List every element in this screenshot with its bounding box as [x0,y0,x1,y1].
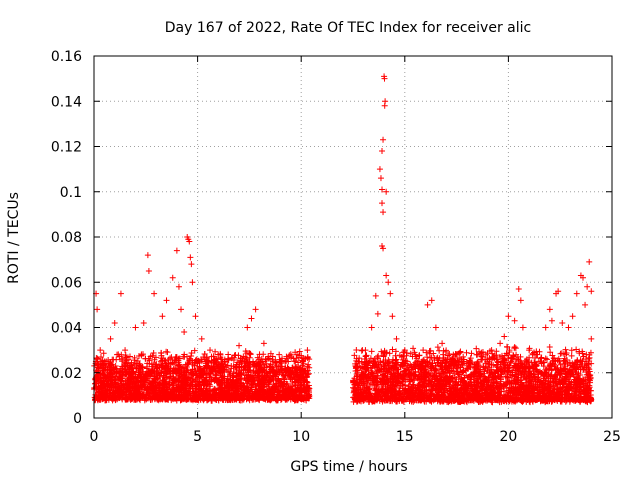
data-point [171,380,178,387]
data-point [100,350,107,357]
data-point [375,352,382,359]
data-point [188,353,195,360]
data-point [296,348,303,355]
data-point [120,372,127,379]
data-point [96,365,103,372]
data-point [247,350,254,357]
data-point [546,343,553,350]
data-point [188,349,195,356]
data-point [260,361,267,368]
data-point [275,375,282,382]
data-point [217,370,224,377]
data-point [212,356,219,363]
data-point [265,383,272,390]
data-point [248,381,255,388]
data-point [174,386,181,393]
data-point [279,371,286,378]
data-point [238,360,245,367]
data-point [191,347,198,354]
data-point [463,349,470,356]
data-point [434,344,441,351]
data-point [167,355,174,362]
data-point [358,347,365,354]
data-point [107,370,114,377]
data-point [468,350,475,357]
chart-title: Day 167 of 2022, Rate Of TEC Index for r… [165,20,531,36]
grid-layer [94,56,612,418]
data-point [171,361,178,368]
data-point [146,357,153,364]
data-point [93,377,100,384]
data-point [386,350,393,357]
data-point [163,348,170,355]
data-point [538,354,545,361]
data-point [242,348,249,355]
data-point [133,360,140,367]
data-point [186,358,193,365]
data-point [473,345,480,352]
data-point [258,355,265,362]
data-point [197,396,204,403]
data-point [203,362,210,369]
data-point [436,347,443,354]
data-point [150,349,157,356]
data-point [240,370,247,377]
data-point [368,348,375,355]
data-point [212,348,219,355]
data-point [144,360,151,367]
data-point [146,373,153,380]
data-point [213,372,220,379]
data-point [568,347,575,354]
data-point [353,347,360,354]
data-point [276,351,283,358]
data-point [195,385,202,392]
data-point [291,376,298,383]
data-point [544,356,551,363]
data-point [240,384,247,391]
data-point [167,373,174,380]
data-point [233,379,240,386]
data-points [91,73,595,406]
data-point [126,353,133,360]
data-point [244,378,251,385]
data-point [568,352,575,359]
data-point [200,354,207,361]
data-point [292,358,299,365]
data-point [284,355,291,362]
data-point [226,371,233,378]
data-point [305,361,312,368]
